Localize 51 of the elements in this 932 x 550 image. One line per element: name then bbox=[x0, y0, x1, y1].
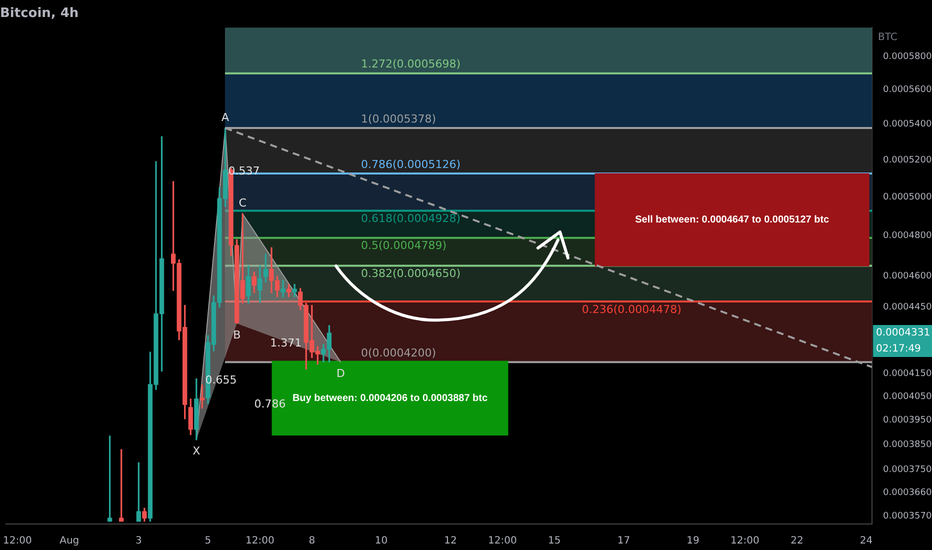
x-tick-label: 15 bbox=[548, 536, 561, 547]
annotation: 1.371 bbox=[270, 336, 302, 350]
y-tick-label: 0.0003660 bbox=[883, 488, 932, 498]
x-tick-label: 12:00 bbox=[730, 536, 760, 547]
x-tick-label: 12:00 bbox=[246, 536, 274, 547]
annotation: A bbox=[222, 110, 230, 124]
ref-line-label: 1(0.0005378) bbox=[360, 112, 436, 126]
ref-line-label: 0.382(0.0004650) bbox=[360, 267, 461, 280]
y-tick-label: 0.0005400 bbox=[883, 120, 932, 130]
ref-line-label: 1.272(0.0005698) bbox=[360, 58, 461, 71]
annotation: B bbox=[233, 328, 241, 342]
x-tick-label: Aug bbox=[60, 536, 80, 547]
y-tick-label: 0.0004050 bbox=[883, 392, 932, 402]
annotation: D bbox=[336, 366, 346, 380]
y-tick-label: 0.0005800 bbox=[883, 52, 932, 62]
x-tick-label: 17 bbox=[617, 536, 630, 547]
y-tick-label: 0.0004600 bbox=[883, 271, 932, 282]
y-tick-label: 0.0003570 bbox=[883, 511, 932, 522]
ref-line-label: 0.236(0.0004478) bbox=[582, 302, 682, 316]
band-label: Sell between: 0.0004647 to 0.0005127 btc bbox=[635, 214, 830, 226]
ref-line-label: 0(0.0004200) bbox=[360, 346, 436, 360]
ref-line-label: 0.618(0.0004928) bbox=[360, 212, 461, 226]
y-tick-label: 0.0005000 bbox=[883, 192, 932, 202]
x-tick-label: 10 bbox=[374, 536, 388, 547]
y-tick-label: 0.0004800 bbox=[883, 231, 932, 242]
x-tick-label: 3 bbox=[135, 536, 142, 547]
ref-line-label: 0.5(0.0004789) bbox=[360, 239, 447, 252]
annotation: X bbox=[192, 444, 201, 458]
x-tick-label: 12 bbox=[444, 536, 457, 547]
x-tick-label: 8 bbox=[308, 536, 316, 547]
x-tick-label: 24 bbox=[860, 536, 873, 547]
x-tick-label: 5 bbox=[204, 536, 212, 547]
y-tick-label: 0.0003950 bbox=[883, 416, 932, 426]
y-tick-label: 0.0003750 bbox=[883, 464, 932, 475]
y-tick-label: 0.0005200 bbox=[883, 155, 932, 166]
chart-title: Bitcoin, 4h bbox=[0, 6, 79, 22]
y-tick-label: 0.0005600 bbox=[883, 85, 932, 96]
x-tick-label: 19 bbox=[686, 536, 700, 547]
text: 0.0004331 bbox=[876, 328, 930, 339]
annotation: C bbox=[238, 196, 247, 210]
band-label: Buy between: 0.0004206 to 0.0003887 btc bbox=[292, 392, 488, 404]
y-tick-label: 0.0004150 bbox=[883, 368, 932, 379]
y-axis-title: BTC bbox=[878, 32, 898, 44]
x-tick-label: 12:00 bbox=[488, 536, 517, 547]
text: 02:17:49 bbox=[876, 344, 921, 355]
x-tick-label: 22 bbox=[790, 536, 804, 547]
y-tick-label: 0.0004450 bbox=[883, 302, 932, 313]
x-tick-label: 12:00 bbox=[2, 536, 32, 547]
y-tick-label: 0.0003850 bbox=[883, 440, 932, 450]
candlestick bbox=[280, 280, 286, 298]
ref-line-label: 0.786(0.0005126) bbox=[360, 158, 461, 171]
